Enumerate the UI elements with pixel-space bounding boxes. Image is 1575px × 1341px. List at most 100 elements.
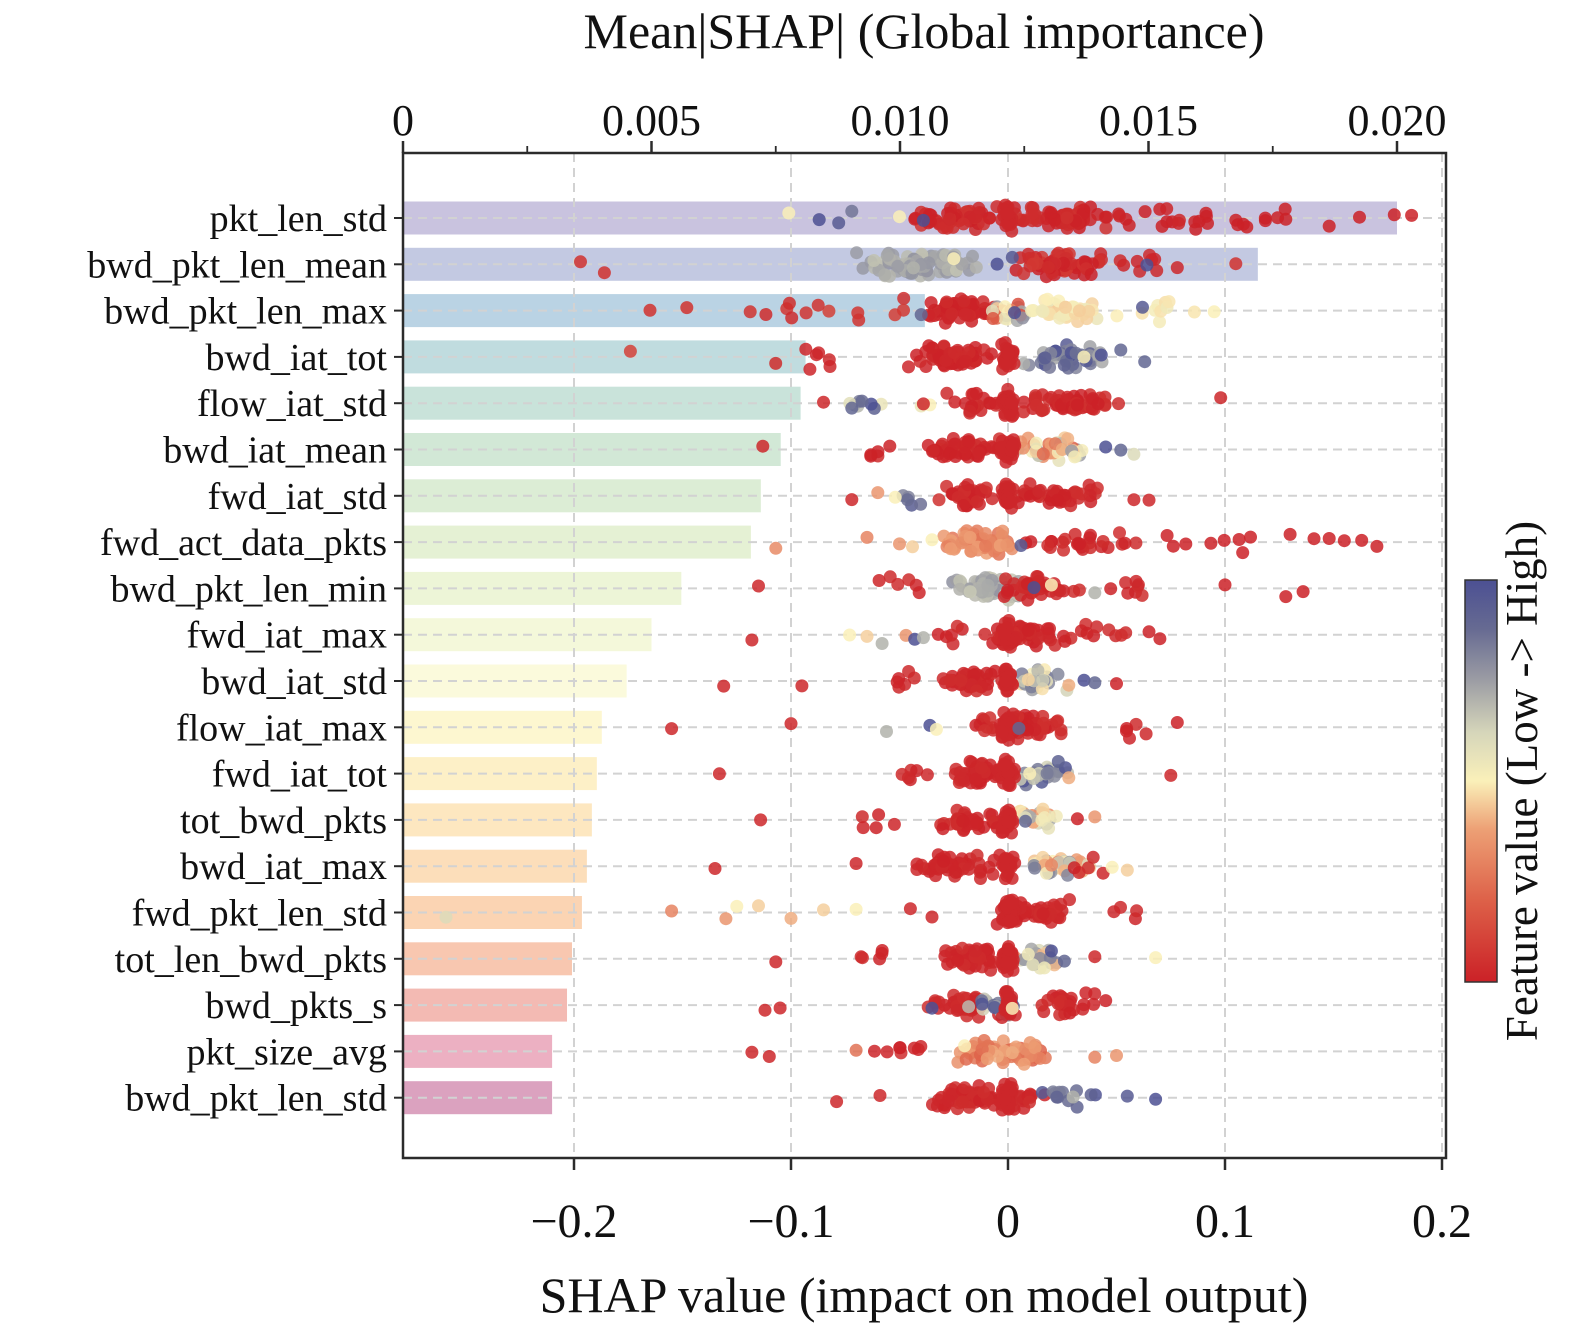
- beeswarm-point: [873, 952, 887, 966]
- beeswarm-point: [990, 257, 1004, 271]
- beeswarm-point: [1027, 581, 1041, 595]
- beeswarm-point: [643, 303, 657, 317]
- beeswarm-point: [1021, 673, 1035, 687]
- beeswarm-point: [1023, 477, 1037, 491]
- beeswarm-point: [1024, 535, 1038, 549]
- beeswarm-point: [1099, 221, 1113, 235]
- beeswarm-point: [988, 1001, 1002, 1014]
- beeswarm-point: [963, 754, 977, 768]
- beeswarm-point: [845, 401, 859, 415]
- beeswarm-point: [1042, 496, 1056, 510]
- beeswarm-point: [1139, 727, 1153, 741]
- beeswarm-point: [758, 1003, 772, 1017]
- beeswarm-point: [962, 862, 976, 876]
- beeswarm-point: [1035, 1086, 1049, 1099]
- beeswarm-point: [1044, 390, 1058, 404]
- beeswarm-point: [1113, 526, 1126, 540]
- beeswarm-point: [998, 1077, 1012, 1091]
- beeswarm-point: [1099, 440, 1113, 454]
- beeswarm-point: [1040, 766, 1054, 780]
- beeswarm-point: [950, 1004, 964, 1017]
- beeswarm-point: [910, 348, 924, 362]
- beeswarm-point: [1005, 250, 1019, 264]
- beeswarm-point: [925, 910, 939, 924]
- beeswarm-point: [999, 219, 1013, 233]
- beeswarm-point: [1008, 306, 1021, 320]
- beeswarm-point: [902, 573, 916, 587]
- beeswarm-point: [1102, 623, 1116, 637]
- feature-label: bwd_iat_mean: [163, 430, 387, 472]
- beeswarm-point: [875, 637, 889, 650]
- beeswarm-point: [880, 1045, 894, 1059]
- beeswarm-point: [1387, 208, 1401, 222]
- beeswarm-point: [849, 902, 863, 916]
- beeswarm-point: [950, 619, 964, 633]
- beeswarm-point: [811, 298, 825, 312]
- top-axis-tick-label: 0.020: [1348, 96, 1447, 145]
- beeswarm-point: [1023, 767, 1037, 780]
- beeswarm-point: [1217, 533, 1231, 547]
- plot-frame: [401, 151, 1448, 1160]
- beeswarm-point: [1149, 1092, 1163, 1106]
- beeswarm-point: [941, 1094, 955, 1108]
- beeswarm-point: [1082, 478, 1096, 492]
- beeswarm-point: [897, 303, 910, 317]
- beeswarm-point: [931, 627, 945, 641]
- bottom-axis-tick-label: 0.1: [1195, 1195, 1255, 1248]
- feature-label: bwd_pkt_len_mean: [87, 244, 387, 286]
- beeswarm-point: [1044, 206, 1058, 220]
- beeswarm-point: [1127, 447, 1141, 461]
- beeswarm-point: [956, 814, 970, 828]
- feature-label: pkt_len_std: [210, 198, 387, 240]
- beeswarm-point: [1036, 907, 1050, 921]
- beeswarm-point: [1130, 904, 1144, 918]
- beeswarm-point: [951, 954, 965, 967]
- beeswarm-point: [854, 950, 868, 964]
- beeswarm-point: [1001, 583, 1015, 597]
- beeswarm-point: [1000, 538, 1014, 552]
- beeswarm-point: [945, 307, 959, 321]
- beeswarm-point: [1119, 576, 1133, 590]
- beeswarm-point: [1017, 1057, 1031, 1071]
- beeswarm-point: [843, 628, 857, 642]
- beeswarm-point: [1041, 538, 1055, 552]
- beeswarm-point: [1117, 258, 1131, 272]
- beeswarm-point: [1129, 536, 1143, 550]
- beeswarm-point: [1053, 1008, 1067, 1022]
- beeswarm-point: [998, 300, 1012, 314]
- top-axis-tick-label: 0.005: [602, 96, 701, 145]
- beeswarm-point: [1062, 678, 1076, 692]
- beeswarm-point: [1053, 311, 1067, 325]
- beeswarm-point: [983, 711, 997, 725]
- beeswarm-point: [998, 1092, 1012, 1106]
- beeswarm-point: [925, 533, 939, 547]
- beeswarm-point: [1088, 950, 1102, 964]
- beeswarm-point: [799, 306, 813, 320]
- beeswarm-point: [916, 397, 930, 411]
- beeswarm-point: [948, 395, 962, 409]
- beeswarm-point: [941, 957, 955, 971]
- beeswarm-point: [910, 857, 924, 871]
- beeswarm-point: [1086, 850, 1100, 864]
- beeswarm-point: [1232, 533, 1246, 546]
- beeswarm-point: [745, 633, 759, 647]
- beeswarm-point: [995, 725, 1009, 739]
- beeswarm-point: [970, 816, 984, 830]
- beeswarm-point: [963, 530, 977, 544]
- bottom-axis-tick-label: −0.1: [747, 1195, 834, 1248]
- bottom-axis-tick-label: −0.2: [530, 1195, 617, 1248]
- beeswarm-point: [972, 201, 986, 215]
- beeswarm-point: [978, 724, 991, 738]
- beeswarm-point: [1031, 570, 1045, 584]
- beeswarm-point: [1138, 355, 1152, 369]
- beeswarm-point: [1001, 985, 1015, 999]
- beeswarm-point: [1094, 348, 1108, 362]
- beeswarm-point: [956, 217, 970, 231]
- beeswarm-point: [1051, 667, 1065, 681]
- beeswarm-point: [856, 261, 870, 275]
- beeswarm-point: [1100, 210, 1114, 224]
- beeswarm-point: [1059, 300, 1072, 314]
- beeswarm-point: [812, 346, 826, 360]
- feature-label: flow_iat_std: [197, 383, 387, 425]
- beeswarm-point: [1136, 300, 1149, 314]
